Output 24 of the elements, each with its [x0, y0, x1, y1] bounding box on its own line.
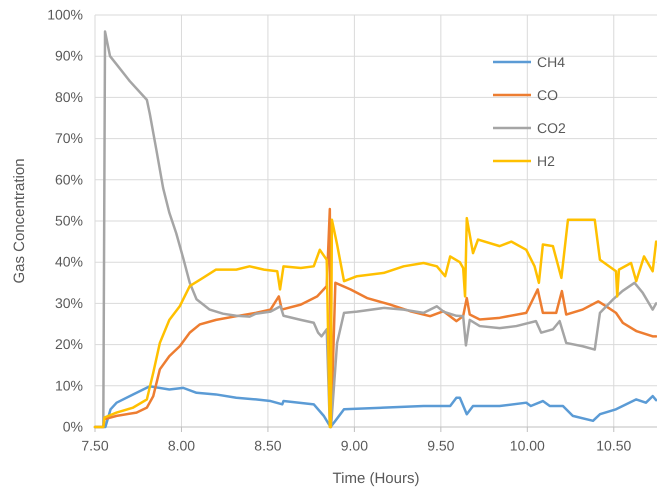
y-tick-label: 50% — [54, 212, 83, 228]
legend-label: CO — [537, 86, 558, 103]
legend-label: CH4 — [537, 54, 566, 70]
x-tick-label: 9.00 — [340, 437, 368, 454]
x-tick-label: 10.00 — [510, 437, 546, 454]
legend-label: H2 — [537, 152, 556, 169]
x-axis-title: Time (Hours) — [332, 470, 420, 487]
y-tick-label: 90% — [54, 48, 83, 64]
y-axis-title: Gas Concentration — [11, 158, 28, 284]
y-tick-label: 0% — [62, 418, 83, 434]
y-tick-label: 20% — [54, 336, 83, 352]
y-tick-label: 30% — [54, 294, 83, 311]
x-tick-label: 8.50 — [254, 437, 282, 454]
y-tick-label: 100% — [47, 6, 83, 22]
x-tick-label: 8.00 — [168, 437, 196, 454]
x-tick-label: 9.50 — [427, 437, 455, 454]
x-tick-label: 7.50 — [81, 437, 109, 454]
y-tick-label: 60% — [54, 171, 83, 188]
y-tick-label: 70% — [54, 130, 83, 146]
y-tick-label: 10% — [54, 377, 83, 394]
legend-label: CO2 — [537, 120, 566, 136]
y-tick-label: 80% — [54, 88, 83, 105]
x-tick-label: 10.50 — [596, 437, 632, 454]
y-tick-label: 40% — [54, 254, 83, 270]
